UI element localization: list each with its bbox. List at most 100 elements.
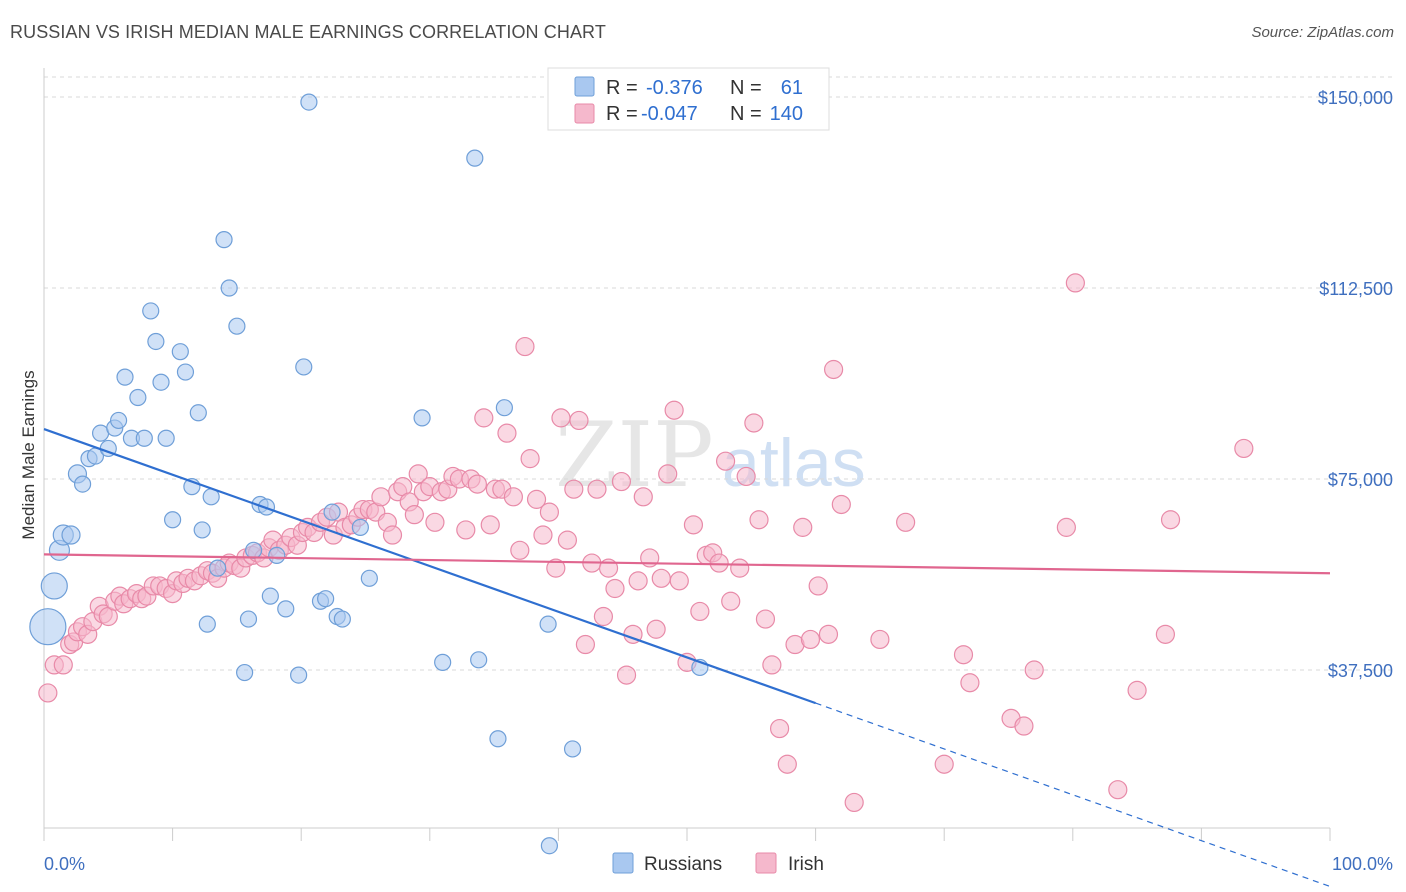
irish-point bbox=[960, 673, 980, 693]
russian-point bbox=[495, 399, 513, 417]
legend-box: R = -0.376 N = 61 R = -0.047 N = 140 bbox=[547, 67, 830, 131]
watermark-atlas: atlas bbox=[722, 425, 866, 501]
legend-r-label: R = bbox=[606, 77, 638, 99]
irish-point bbox=[824, 359, 844, 380]
legend-swatch-russians bbox=[574, 76, 595, 97]
russian-point bbox=[413, 409, 431, 427]
irish-point bbox=[404, 505, 424, 525]
x-tick-label: 0.0% bbox=[44, 854, 85, 874]
irish-point bbox=[1160, 510, 1181, 530]
irish-point bbox=[628, 571, 648, 591]
legend-n-value: 61 bbox=[781, 77, 803, 99]
russian-point bbox=[109, 411, 128, 430]
irish-point bbox=[934, 754, 954, 774]
russian-point bbox=[215, 231, 233, 249]
y-tick-label: $37,500 bbox=[1328, 661, 1393, 681]
irish-point bbox=[808, 576, 828, 596]
irish-point bbox=[425, 512, 445, 532]
russian-point bbox=[290, 666, 308, 684]
irish-point bbox=[564, 479, 584, 499]
irish-point bbox=[800, 629, 821, 650]
y-axis-title: Median Male Earnings bbox=[19, 370, 38, 539]
russian-point bbox=[129, 388, 147, 407]
irish-point bbox=[546, 558, 566, 578]
russian-point bbox=[277, 600, 295, 618]
irish-point bbox=[526, 489, 547, 509]
russian-point bbox=[209, 559, 227, 577]
irish-point bbox=[744, 413, 764, 433]
irish-point bbox=[569, 410, 589, 431]
irish-point bbox=[664, 400, 684, 420]
irish-series bbox=[38, 273, 1254, 813]
irish-point bbox=[497, 423, 517, 443]
russian-point bbox=[351, 518, 369, 536]
russian-point bbox=[73, 475, 92, 493]
irish-point bbox=[730, 558, 750, 578]
legend-r-label: R = bbox=[606, 103, 638, 125]
legend-r-value: -0.376 bbox=[646, 77, 703, 99]
irish-point bbox=[1127, 680, 1147, 700]
russian-point bbox=[261, 587, 279, 605]
irish-point bbox=[896, 512, 916, 532]
irish-point bbox=[1155, 624, 1175, 644]
irish-point bbox=[38, 683, 58, 703]
source-label: Source: ZipAtlas.com bbox=[1251, 24, 1394, 41]
irish-point bbox=[683, 515, 704, 535]
irish-point bbox=[953, 645, 974, 665]
legend-swatch-irish bbox=[574, 103, 595, 124]
russian-point bbox=[198, 615, 216, 633]
tick-labels: $37,500 $75,000 $112,500 $150,000 0.0% 100.0% bbox=[44, 88, 1393, 874]
irish-point bbox=[539, 502, 559, 522]
axes bbox=[43, 68, 1331, 841]
russian-point bbox=[317, 590, 335, 608]
irish-point bbox=[736, 466, 756, 487]
irish-point bbox=[616, 665, 637, 685]
y-tick-label: $112,500 bbox=[1319, 279, 1393, 299]
y-tick-label: $150,000 bbox=[1318, 88, 1393, 108]
irish-point bbox=[818, 624, 839, 644]
irish-point bbox=[408, 464, 428, 484]
legend-r-value: -0.047 bbox=[641, 103, 698, 125]
russian-point bbox=[189, 404, 207, 422]
russian-point bbox=[470, 651, 488, 669]
irish-point bbox=[456, 520, 476, 540]
irish-point bbox=[721, 591, 741, 611]
irish-point bbox=[669, 571, 689, 591]
russian-point bbox=[323, 503, 341, 521]
russian-point bbox=[563, 740, 582, 758]
russian-point bbox=[171, 343, 189, 361]
irish-point bbox=[715, 451, 736, 471]
russian-point bbox=[239, 610, 258, 628]
irish-point bbox=[551, 408, 571, 428]
irish-point bbox=[520, 449, 540, 469]
irish-point bbox=[762, 655, 782, 675]
bottom-legend-russians: Russians bbox=[644, 854, 722, 875]
bottom-legend-swatch-russians bbox=[612, 852, 634, 874]
irish-point bbox=[646, 619, 666, 639]
irish-point bbox=[793, 517, 813, 537]
irish-point bbox=[605, 578, 625, 599]
irish-point bbox=[755, 609, 776, 629]
irish-point bbox=[53, 655, 73, 675]
irish-point bbox=[371, 487, 391, 507]
legend-n-label: N = bbox=[730, 103, 762, 125]
irish-point bbox=[587, 479, 607, 499]
irish-point bbox=[749, 510, 769, 530]
russian-point bbox=[466, 149, 484, 167]
irish-point bbox=[658, 464, 678, 484]
russians-series bbox=[29, 93, 709, 855]
irish-point bbox=[474, 408, 494, 428]
irish-point bbox=[557, 530, 578, 550]
bottom-legend: Russians Irish bbox=[612, 852, 824, 875]
russian-point bbox=[220, 279, 238, 297]
irish-point bbox=[503, 487, 523, 507]
russian-point bbox=[61, 525, 81, 545]
russian-point bbox=[135, 429, 153, 447]
irish-point bbox=[1234, 438, 1254, 459]
irish-point bbox=[870, 629, 890, 650]
irish-point bbox=[1024, 660, 1044, 680]
russian-point bbox=[193, 521, 211, 539]
russian-point bbox=[295, 358, 313, 376]
russian-point bbox=[176, 363, 195, 381]
